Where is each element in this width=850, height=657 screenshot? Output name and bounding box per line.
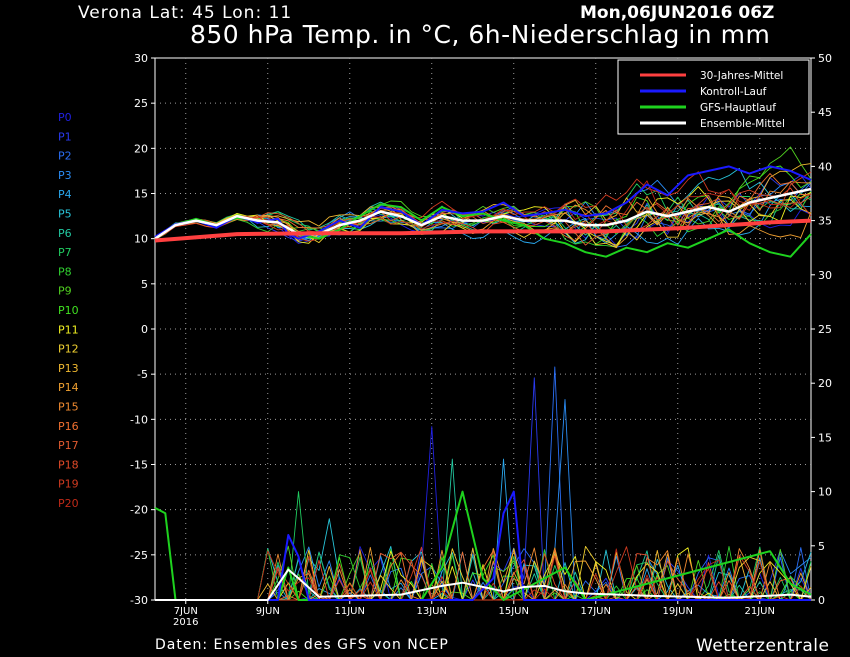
member-temp-line [154,187,812,240]
y-left-tick-label: 5 [141,278,148,291]
member-temp-line [154,183,812,239]
y-left-tick-label: -25 [130,549,148,562]
member-label: P8 [58,265,72,278]
legend-entry-label: 30-Jahres-Mittel [700,70,783,82]
y-left-tick-label: -20 [130,504,148,517]
ensemble-mean-temp-line [154,187,812,240]
x-tick-label: 19JUN [663,606,693,617]
y-right-tick-label: 35 [818,215,832,228]
member-label: P10 [58,304,79,317]
member-label: P1 [58,130,72,143]
climate-mean-temp-line [154,218,812,243]
member-label: P0 [58,111,72,124]
control-precip-line [155,490,811,601]
member-temp-line [154,196,812,246]
member-label: P12 [58,343,79,356]
x-tick-label: 7JUN [174,606,198,617]
member-label: P4 [58,188,72,201]
x-tick-label: 15JUN [499,606,529,617]
member-label: P2 [58,150,72,163]
y-right-tick-label: 40 [818,160,832,173]
ensemble-mean-precip-line [155,568,812,601]
member-label: P13 [58,362,79,375]
data-source-label: Daten: Ensembles des GFS von NCEP [155,637,449,653]
x-tick-label: 11JUN [335,606,365,617]
y-right-tick-label: 10 [818,486,832,499]
legend-entry-label: GFS-Hauptlauf [700,102,776,114]
y-right-tick-label: 5 [818,540,825,553]
run-datetime: Mon,06JUN2016 06Z [580,3,775,23]
x-tick-label: 21JUN [745,606,775,617]
y-left-tick-label: 25 [134,97,148,110]
y-right-tick-label: 50 [818,52,832,65]
member-label: P11 [58,323,79,336]
legend-entry-label: Ensemble-Mittel [700,118,785,130]
y-left-tick-label: -15 [130,459,148,472]
member-label: P15 [58,401,79,414]
y-left-tick-label: -5 [137,368,148,381]
member-label: P5 [58,208,72,221]
x-tick-label: 17JUN [581,606,611,617]
member-label: P17 [58,439,79,452]
member-label: P9 [58,285,72,298]
legend-entry-label: Kontroll-Lauf [700,86,767,98]
y-right-tick-label: 20 [818,377,832,390]
x-tick-label: 13JUN [417,606,447,617]
member-temp-line [154,204,812,248]
y-left-tick-label: -10 [130,413,148,426]
y-left-tick-label: 30 [134,52,148,65]
member-label: P14 [58,381,79,394]
member-label: P18 [58,458,79,471]
y-right-tick-label: 0 [818,594,825,607]
member-label: P6 [58,227,72,240]
y-left-tick-label: 0 [141,323,148,336]
chart-title: 850 hPa Temp. in °C, 6h-Niederschlag in … [190,20,771,49]
y-left-tick-label: -30 [130,594,148,607]
plot-frame [154,57,812,601]
x-tick-label: 9JUN [256,606,280,617]
member-label: P16 [58,420,79,433]
location-label: Verona Lat: 45 Lon: 11 [78,3,293,23]
y-left-tick-label: 10 [134,233,148,246]
member-label: P20 [58,497,79,510]
y-right-tick-label: 30 [818,269,832,282]
x-tick-sublabel: 2016 [173,617,198,628]
y-right-tick-label: 45 [818,106,832,119]
member-label: P3 [58,169,72,182]
member-label: P7 [58,246,72,259]
y-left-tick-label: 15 [134,188,148,201]
y-left-tick-label: 20 [134,142,148,155]
y-right-tick-label: 25 [818,323,832,336]
brand-label: Wetterzentrale [696,636,830,656]
y-right-tick-label: 15 [818,431,832,444]
member-label: P19 [58,478,79,491]
